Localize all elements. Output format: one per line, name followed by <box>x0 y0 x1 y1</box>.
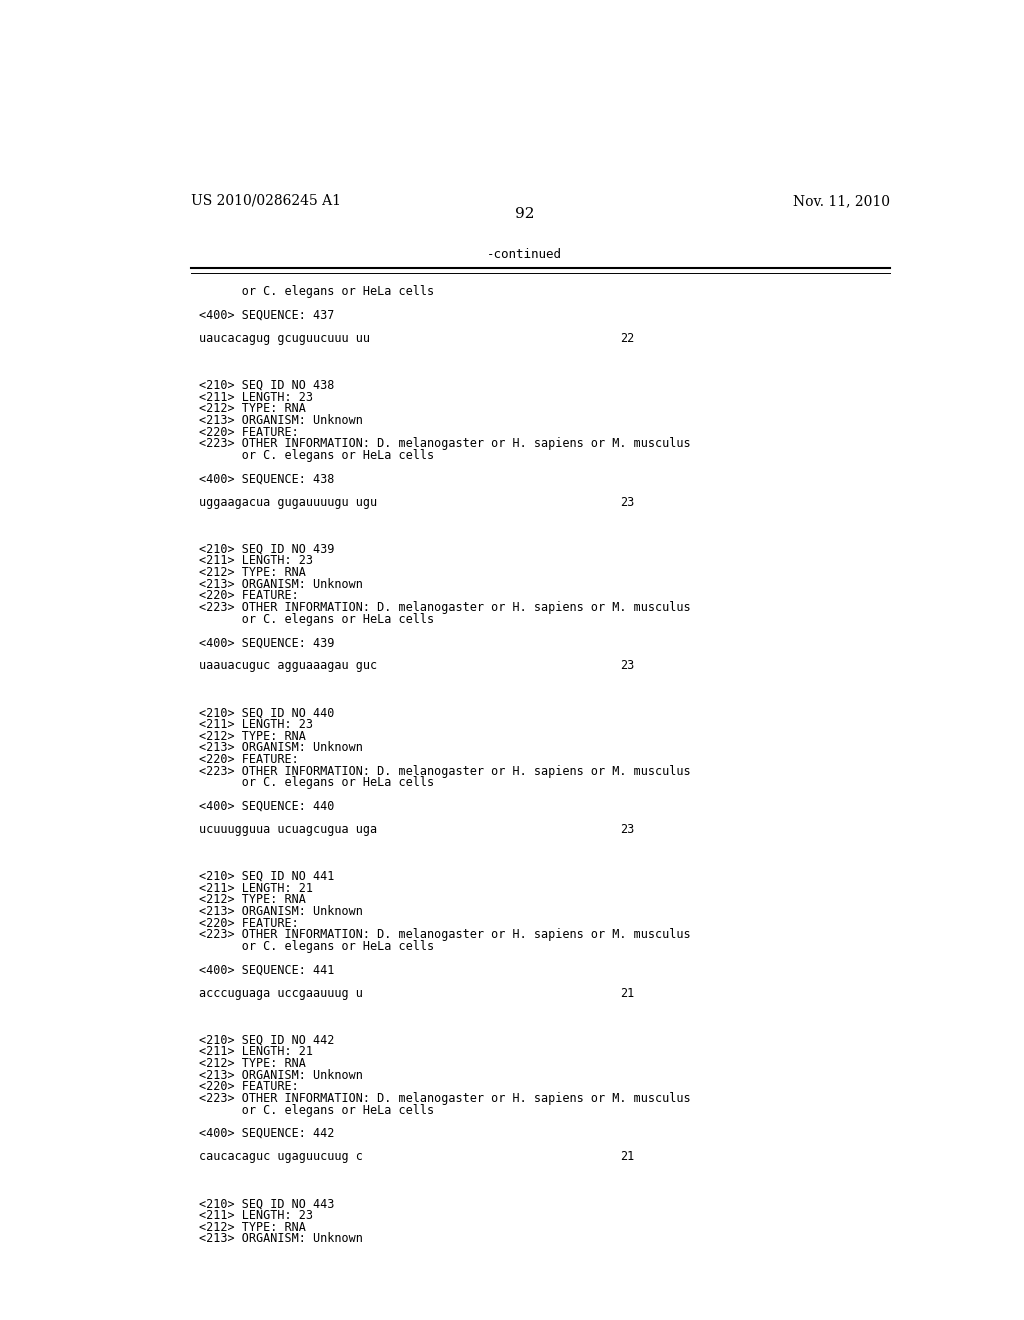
Text: <213> ORGANISM: Unknown: <213> ORGANISM: Unknown <box>200 906 364 917</box>
Text: or C. elegans or HeLa cells: or C. elegans or HeLa cells <box>200 612 434 626</box>
Text: <210> SEQ ID NO 442: <210> SEQ ID NO 442 <box>200 1034 335 1047</box>
Text: <211> LENGTH: 21: <211> LENGTH: 21 <box>200 1045 313 1059</box>
Text: uaauacuguc agguaaagau guc: uaauacuguc agguaaagau guc <box>200 660 378 672</box>
Text: <211> LENGTH: 23: <211> LENGTH: 23 <box>200 554 313 568</box>
Text: <212> TYPE: RNA: <212> TYPE: RNA <box>200 894 306 907</box>
Text: <210> SEQ ID NO 443: <210> SEQ ID NO 443 <box>200 1197 335 1210</box>
Text: <400> SEQUENCE: 438: <400> SEQUENCE: 438 <box>200 473 335 486</box>
Text: acccuguaga uccgaauuug u: acccuguaga uccgaauuug u <box>200 987 364 999</box>
Text: 92: 92 <box>515 207 535 222</box>
Text: <400> SEQUENCE: 442: <400> SEQUENCE: 442 <box>200 1127 335 1140</box>
Text: <212> TYPE: RNA: <212> TYPE: RNA <box>200 730 306 743</box>
Text: caucacaguc ugaguucuug c: caucacaguc ugaguucuug c <box>200 1151 364 1163</box>
Text: <213> ORGANISM: Unknown: <213> ORGANISM: Unknown <box>200 578 364 590</box>
Text: <220> FEATURE:: <220> FEATURE: <box>200 916 299 929</box>
Text: <213> ORGANISM: Unknown: <213> ORGANISM: Unknown <box>200 742 364 754</box>
Text: 23: 23 <box>620 496 634 508</box>
Text: <223> OTHER INFORMATION: D. melanogaster or H. sapiens or M. musculus: <223> OTHER INFORMATION: D. melanogaster… <box>200 601 691 614</box>
Text: or C. elegans or HeLa cells: or C. elegans or HeLa cells <box>200 449 434 462</box>
Text: <400> SEQUENCE: 441: <400> SEQUENCE: 441 <box>200 964 335 977</box>
Text: <212> TYPE: RNA: <212> TYPE: RNA <box>200 1221 306 1233</box>
Text: or C. elegans or HeLa cells: or C. elegans or HeLa cells <box>200 1104 434 1117</box>
Text: <210> SEQ ID NO 439: <210> SEQ ID NO 439 <box>200 543 335 556</box>
Text: <212> TYPE: RNA: <212> TYPE: RNA <box>200 566 306 579</box>
Text: or C. elegans or HeLa cells: or C. elegans or HeLa cells <box>200 776 434 789</box>
Text: <211> LENGTH: 21: <211> LENGTH: 21 <box>200 882 313 895</box>
Text: 23: 23 <box>620 824 634 836</box>
Text: <220> FEATURE:: <220> FEATURE: <box>200 752 299 766</box>
Text: <211> LENGTH: 23: <211> LENGTH: 23 <box>200 1209 313 1222</box>
Text: <223> OTHER INFORMATION: D. melanogaster or H. sapiens or M. musculus: <223> OTHER INFORMATION: D. melanogaster… <box>200 928 691 941</box>
Text: -continued: -continued <box>487 248 562 261</box>
Text: <211> LENGTH: 23: <211> LENGTH: 23 <box>200 718 313 731</box>
Text: <220> FEATURE:: <220> FEATURE: <box>200 1080 299 1093</box>
Text: <213> ORGANISM: Unknown: <213> ORGANISM: Unknown <box>200 1233 364 1245</box>
Text: <210> SEQ ID NO 438: <210> SEQ ID NO 438 <box>200 379 335 392</box>
Text: 21: 21 <box>620 987 634 999</box>
Text: <210> SEQ ID NO 440: <210> SEQ ID NO 440 <box>200 706 335 719</box>
Text: <213> ORGANISM: Unknown: <213> ORGANISM: Unknown <box>200 414 364 428</box>
Text: uaucacagug gcuguucuuu uu: uaucacagug gcuguucuuu uu <box>200 333 371 346</box>
Text: or C. elegans or HeLa cells: or C. elegans or HeLa cells <box>200 940 434 953</box>
Text: <220> FEATURE:: <220> FEATURE: <box>200 426 299 438</box>
Text: <400> SEQUENCE: 437: <400> SEQUENCE: 437 <box>200 309 335 322</box>
Text: <211> LENGTH: 23: <211> LENGTH: 23 <box>200 391 313 404</box>
Text: <212> TYPE: RNA: <212> TYPE: RNA <box>200 1057 306 1071</box>
Text: <400> SEQUENCE: 439: <400> SEQUENCE: 439 <box>200 636 335 649</box>
Text: <400> SEQUENCE: 440: <400> SEQUENCE: 440 <box>200 800 335 813</box>
Text: <210> SEQ ID NO 441: <210> SEQ ID NO 441 <box>200 870 335 883</box>
Text: ucuuugguua ucuagcugua uga: ucuuugguua ucuagcugua uga <box>200 824 378 836</box>
Text: <213> ORGANISM: Unknown: <213> ORGANISM: Unknown <box>200 1069 364 1081</box>
Text: US 2010/0286245 A1: US 2010/0286245 A1 <box>191 194 341 209</box>
Text: <212> TYPE: RNA: <212> TYPE: RNA <box>200 403 306 416</box>
Text: <223> OTHER INFORMATION: D. melanogaster or H. sapiens or M. musculus: <223> OTHER INFORMATION: D. melanogaster… <box>200 437 691 450</box>
Text: <223> OTHER INFORMATION: D. melanogaster or H. sapiens or M. musculus: <223> OTHER INFORMATION: D. melanogaster… <box>200 1092 691 1105</box>
Text: Nov. 11, 2010: Nov. 11, 2010 <box>793 194 890 209</box>
Text: <220> FEATURE:: <220> FEATURE: <box>200 589 299 602</box>
Text: uggaagacua gugauuuugu ugu: uggaagacua gugauuuugu ugu <box>200 496 378 508</box>
Text: <223> OTHER INFORMATION: D. melanogaster or H. sapiens or M. musculus: <223> OTHER INFORMATION: D. melanogaster… <box>200 764 691 777</box>
Text: 22: 22 <box>620 333 634 346</box>
Text: 23: 23 <box>620 660 634 672</box>
Text: or C. elegans or HeLa cells: or C. elegans or HeLa cells <box>200 285 434 298</box>
Text: 21: 21 <box>620 1151 634 1163</box>
